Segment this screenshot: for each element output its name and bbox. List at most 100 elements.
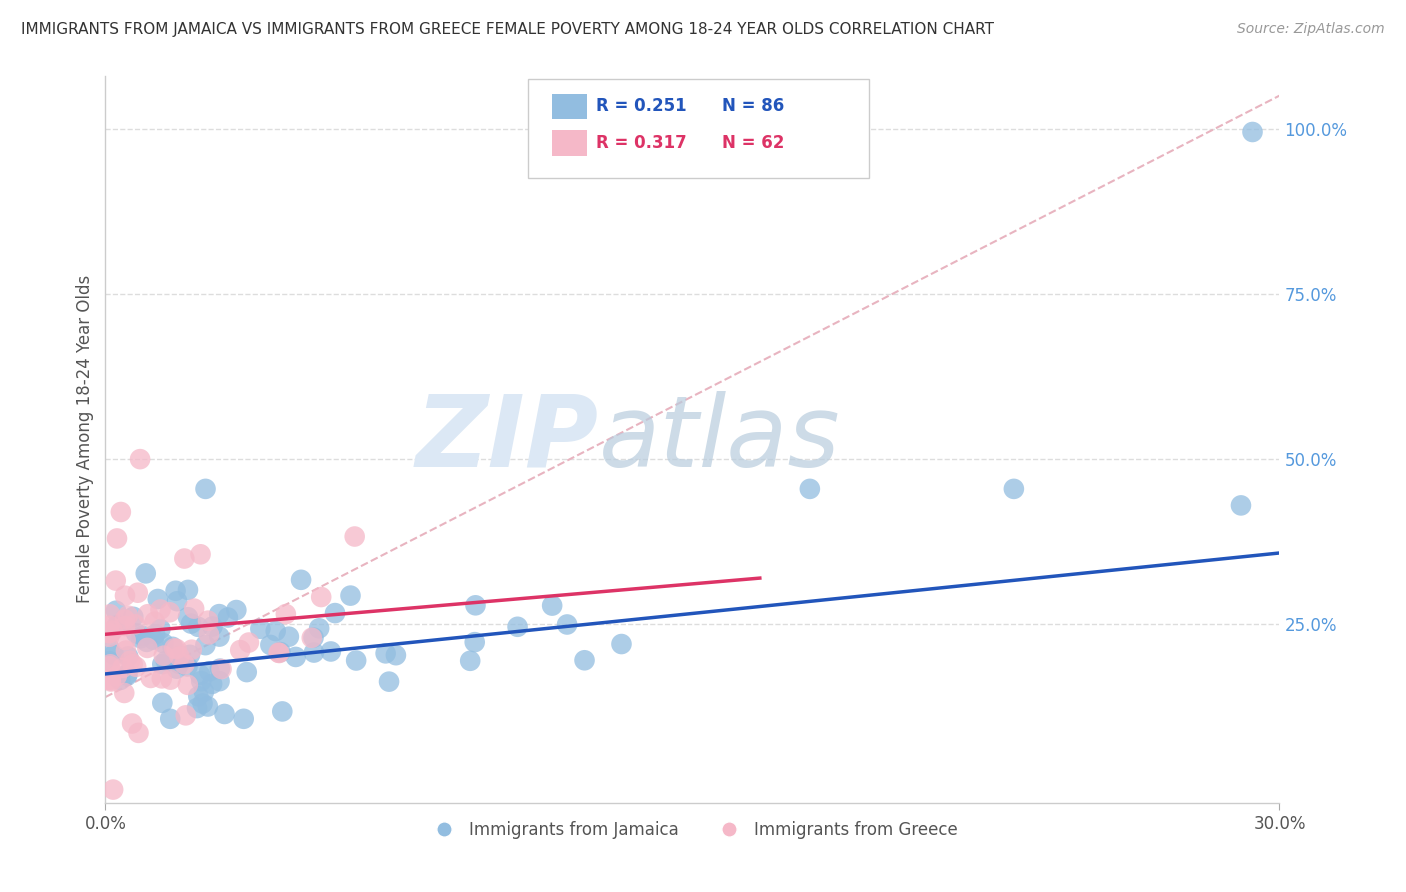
Point [301,631,323,645]
Point [197,699,219,714]
Point [159,712,181,726]
Point [259,638,281,652]
Point [188,668,211,682]
Point [378,674,401,689]
Point [208,630,231,644]
Point [180,642,202,657]
Point [323,606,346,620]
Point [217,610,239,624]
Point [232,712,254,726]
Point [114,589,136,603]
Point [191,697,214,711]
Point [142,632,165,647]
Point [166,642,188,657]
Point [308,621,330,635]
Point [208,607,231,621]
Point [101,782,124,797]
Point [100,673,122,688]
Text: IMMIGRANTS FROM JAMAICA VS IMMIGRANTS FROM GREECE FEMALE POVERTY AMONG 18-24 YEA: IMMIGRANTS FROM JAMAICA VS IMMIGRANTS FR… [21,22,994,37]
Point [149,602,172,616]
Point [169,649,191,664]
Point [129,632,152,646]
Text: N = 62: N = 62 [721,134,785,152]
Point [98,626,121,640]
FancyBboxPatch shape [551,94,586,120]
Point [302,631,325,645]
Point [264,624,287,639]
Point [464,635,486,649]
Point [110,505,132,519]
Point [249,622,271,636]
Point [173,657,195,672]
Point [799,482,821,496]
Text: atlas: atlas [599,391,841,488]
Point [125,626,148,640]
FancyBboxPatch shape [551,130,586,156]
Point [124,617,146,632]
Point [574,653,596,667]
Point [177,582,200,597]
Point [143,615,166,629]
Point [190,547,212,561]
Point [114,613,136,627]
Point [270,645,292,659]
Point [131,629,153,643]
Point [129,452,152,467]
Point [121,657,143,672]
Point [139,671,162,685]
Point [541,599,564,613]
Point [271,705,294,719]
Point [201,619,224,633]
Point [339,589,361,603]
Point [114,619,136,633]
Point [610,637,633,651]
Point [105,532,128,546]
Point [127,585,149,599]
Point [208,662,231,676]
Point [214,706,236,721]
Point [150,696,173,710]
Point [162,640,184,654]
Point [194,638,217,652]
Point [165,583,187,598]
Point [98,626,121,640]
Point [163,641,186,656]
Point [274,607,297,621]
Point [121,716,143,731]
Point [117,649,139,664]
Point [98,607,121,622]
Point [152,636,174,650]
Point [211,662,233,676]
Legend: Immigrants from Jamaica, Immigrants from Greece: Immigrants from Jamaica, Immigrants from… [420,814,965,846]
Point [198,627,221,641]
Point [173,551,195,566]
Point [201,677,224,691]
Point [166,662,188,676]
Point [385,648,408,663]
Point [159,673,181,687]
Point [150,672,173,686]
Point [187,620,209,634]
Point [104,574,127,588]
Point [177,678,200,692]
Point [98,657,121,672]
Point [169,657,191,671]
Point [174,708,197,723]
Point [198,665,221,679]
Point [98,618,121,632]
Point [208,674,231,689]
Point [103,648,125,662]
Text: N = 86: N = 86 [721,97,785,115]
Point [98,654,121,668]
Point [197,614,219,628]
Point [125,660,148,674]
Point [235,665,257,679]
Point [115,669,138,683]
Point [284,649,307,664]
Point [143,627,166,641]
Point [155,654,177,668]
Point [159,605,181,619]
Point [290,573,312,587]
FancyBboxPatch shape [529,79,869,178]
Text: R = 0.317: R = 0.317 [596,134,688,152]
